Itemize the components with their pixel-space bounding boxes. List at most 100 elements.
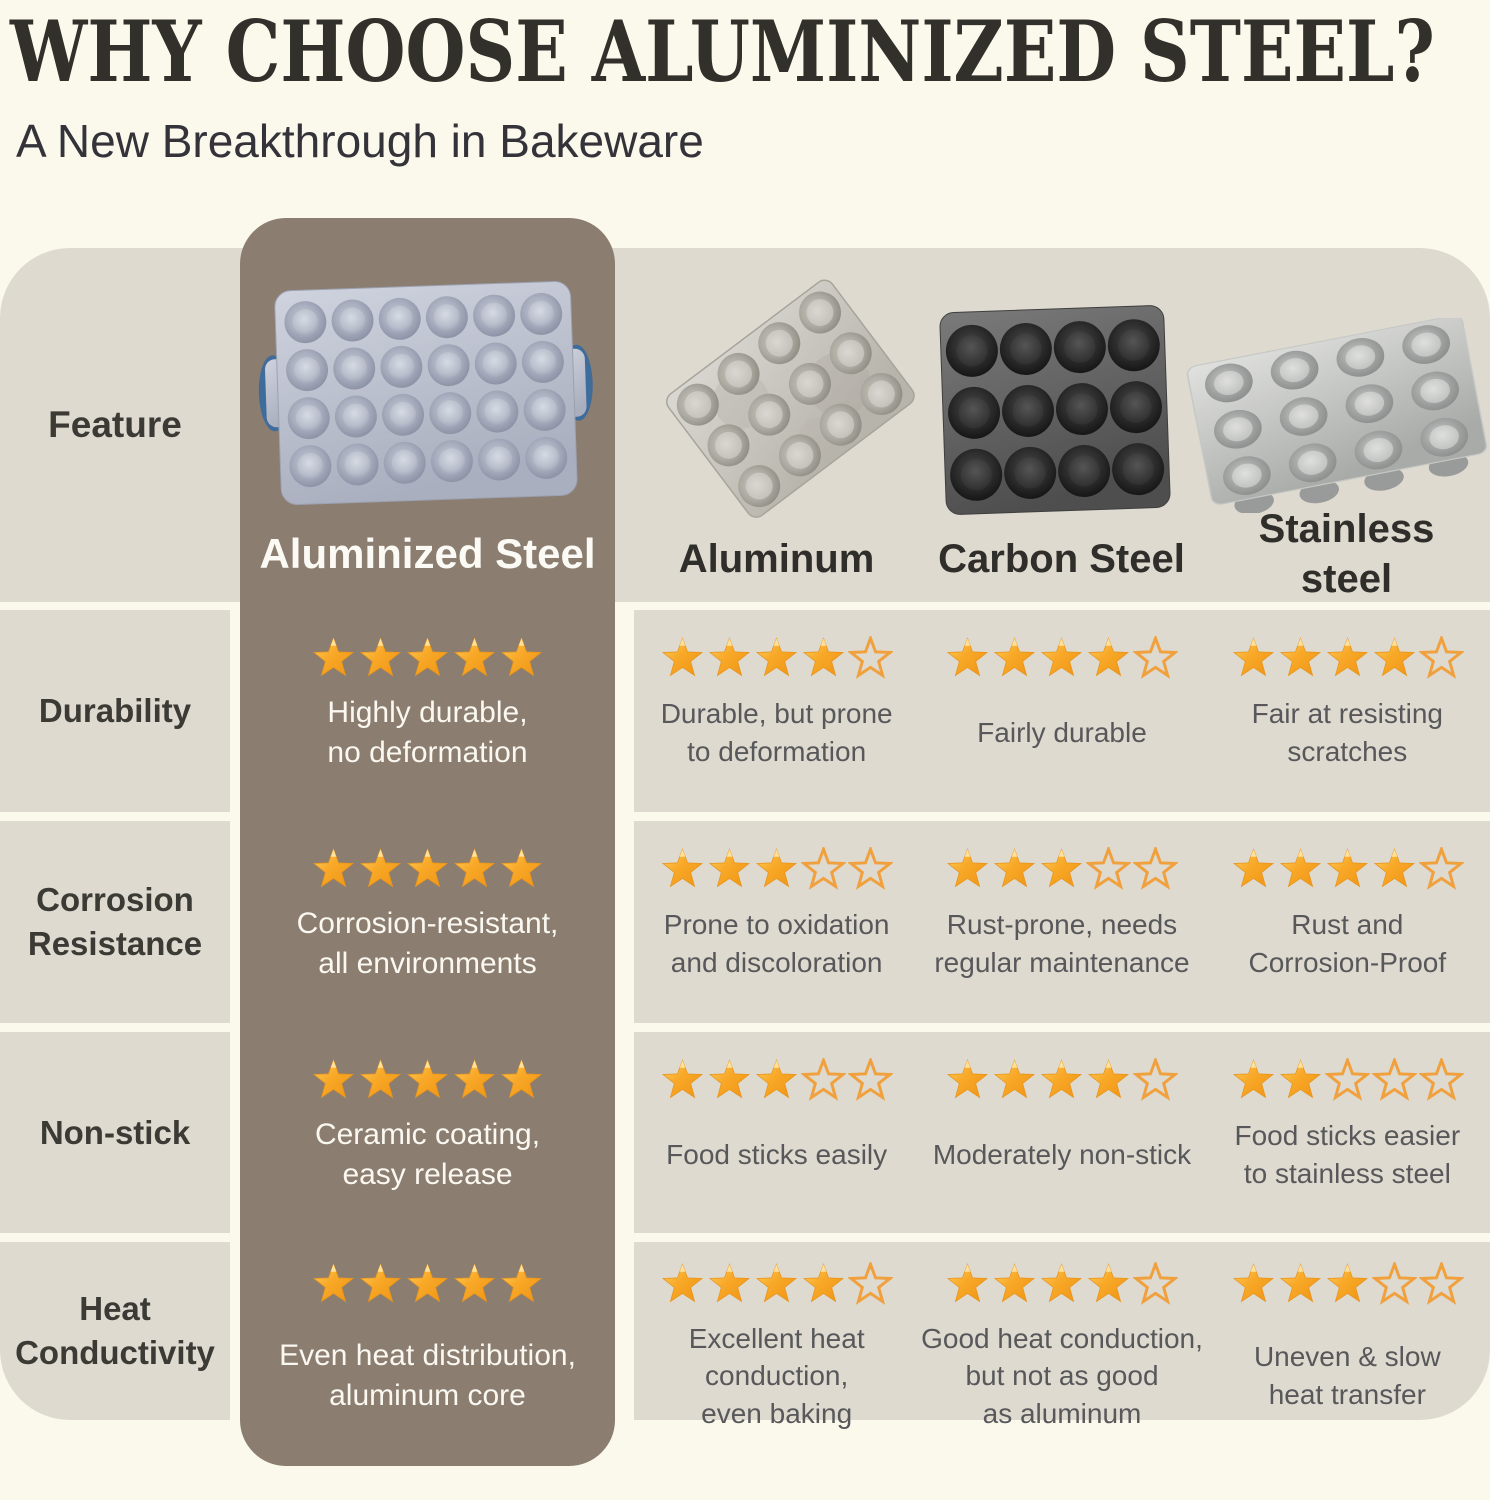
feature-label: Non-stick [39, 1113, 191, 1151]
star-outline-icon [1371, 1058, 1417, 1101]
cell-non-stick-carbon-steel: Moderately non-stick [919, 1032, 1204, 1233]
cell-description: Rust-prone, needs regular maintenance [934, 909, 1190, 978]
cell-durability-stainless-steel: Fair at resisting scratches [1205, 610, 1490, 812]
cell-description: Prone to oxidation and discoloration [663, 909, 890, 978]
aluminum-pan-image [666, 279, 915, 518]
star-filled-icon [1326, 637, 1368, 677]
star-filled-icon [1373, 637, 1415, 677]
star-rating [1230, 1058, 1465, 1101]
product-name-carbon-steel: Carbon Steel [938, 537, 1185, 581]
star-filled-icon [359, 1263, 402, 1303]
star-filled-icon [453, 1059, 496, 1099]
cell-non-stick-aluminum: Food sticks easily [634, 1032, 919, 1233]
star-filled-icon [994, 848, 1036, 888]
star-outline-icon [848, 847, 894, 890]
star-outline-icon [1133, 636, 1179, 679]
page-title: WHY CHOOSE ALUMINIZED STEEL? [10, 2, 1435, 101]
star-filled-icon [453, 848, 496, 888]
star-filled-icon [312, 637, 355, 677]
cell-durability-aluminized-steel: Highly durable, no deformation [240, 610, 615, 812]
star-rating [310, 1262, 545, 1305]
star-outline-icon [1133, 1058, 1179, 1101]
star-filled-icon [1232, 637, 1274, 677]
star-rating [659, 1262, 894, 1305]
star-filled-icon [359, 1059, 402, 1099]
feature-label: Durability [38, 692, 192, 730]
star-filled-icon [756, 1263, 798, 1303]
feature-cell-heat-conductivity: Heat Conductivity [0, 1242, 230, 1420]
cell-non-stick-aluminized-steel: Ceramic coating, easy release [240, 1032, 615, 1233]
star-filled-icon [1088, 1263, 1130, 1303]
star-filled-icon [994, 1059, 1036, 1099]
star-filled-icon [1041, 637, 1083, 677]
star-filled-icon [803, 1263, 845, 1303]
feature-cell-corrosion-resistance: Corrosion Resistance [0, 821, 230, 1023]
star-rating [659, 1058, 894, 1101]
star-filled-icon [500, 637, 543, 677]
star-filled-icon [406, 1263, 449, 1303]
star-outline-icon [848, 636, 894, 679]
cell-description: Even heat distribution, aluminum core [279, 1338, 576, 1412]
star-filled-icon [662, 848, 704, 888]
cell-description: Fair at resisting scratches [1251, 698, 1444, 767]
cell-description: Good heat conduction, but not as good as… [921, 1322, 1203, 1429]
star-filled-icon [1326, 848, 1368, 888]
star-outline-icon [848, 1262, 894, 1305]
star-outline-icon [1418, 847, 1464, 890]
star-filled-icon [1041, 848, 1083, 888]
cell-description: Durable, but prone to deformation [660, 698, 893, 767]
feature-cell-durability: Durability [0, 610, 230, 812]
star-filled-icon [1232, 848, 1274, 888]
stainless-steel-pan-image [1186, 318, 1488, 513]
cell-description: Excellent heat conduction, even baking [688, 1322, 865, 1429]
star-filled-icon [1088, 1059, 1130, 1099]
star-outline-icon [1324, 1058, 1370, 1101]
cell-durability-carbon-steel: Fairly durable [919, 610, 1204, 812]
star-outline-icon [1418, 1058, 1464, 1101]
cell-corrosion-aluminum: Prone to oxidation and discoloration [634, 821, 919, 1023]
product-name-aluminized-steel: Aluminized Steel [259, 530, 596, 577]
cell-description: Corrosion-resistant, all environments [296, 906, 559, 980]
star-filled-icon [453, 1263, 496, 1303]
star-filled-icon [500, 1059, 543, 1099]
row-band-durability: Durable, but prone to deformation Fairly… [634, 610, 1490, 812]
star-filled-icon [709, 848, 751, 888]
star-outline-icon [1133, 847, 1179, 890]
cell-description: Food sticks easier to stainless steel [1234, 1120, 1461, 1189]
feature-header-label: Feature [48, 404, 182, 445]
cell-corrosion-stainless-steel: Rust and Corrosion-Proof [1205, 821, 1490, 1023]
cell-description: Ceramic coating, easy release [314, 1117, 541, 1191]
star-filled-icon [312, 1059, 355, 1099]
product-name-stainless-steel: Stainless steel [1258, 507, 1435, 601]
cell-description: Moderately non-stick [932, 1139, 1192, 1171]
star-filled-icon [312, 1263, 355, 1303]
star-filled-icon [406, 637, 449, 677]
cell-heat-aluminized-steel: Even heat distribution, aluminum core [240, 1242, 615, 1420]
star-outline-icon [848, 1058, 894, 1101]
star-filled-icon [662, 1059, 704, 1099]
star-filled-icon [947, 1059, 989, 1099]
star-outline-icon [1418, 1262, 1464, 1305]
star-rating [659, 847, 894, 890]
star-filled-icon [947, 637, 989, 677]
star-rating [1230, 1262, 1465, 1305]
star-filled-icon [312, 848, 355, 888]
star-filled-icon [1279, 848, 1321, 888]
star-filled-icon [1088, 637, 1130, 677]
star-rating [1230, 636, 1465, 679]
star-outline-icon [801, 1058, 847, 1101]
star-outline-icon [1418, 636, 1464, 679]
star-filled-icon [1326, 1263, 1368, 1303]
cell-durability-aluminum: Durable, but prone to deformation [634, 610, 919, 812]
cell-description: Uneven & slow heat transfer [1253, 1341, 1441, 1410]
star-filled-icon [994, 637, 1036, 677]
star-outline-icon [1133, 1262, 1179, 1305]
star-outline-icon [1086, 847, 1132, 890]
star-filled-icon [1279, 1059, 1321, 1099]
row-band-corrosion-resistance: Prone to oxidation and discoloration Rus… [634, 821, 1490, 1023]
star-filled-icon [756, 848, 798, 888]
row-band-heat-conductivity: Excellent heat conduction, even baking G… [634, 1242, 1490, 1429]
star-filled-icon [1279, 1263, 1321, 1303]
cell-description: Highly durable, no deformation [327, 695, 528, 769]
